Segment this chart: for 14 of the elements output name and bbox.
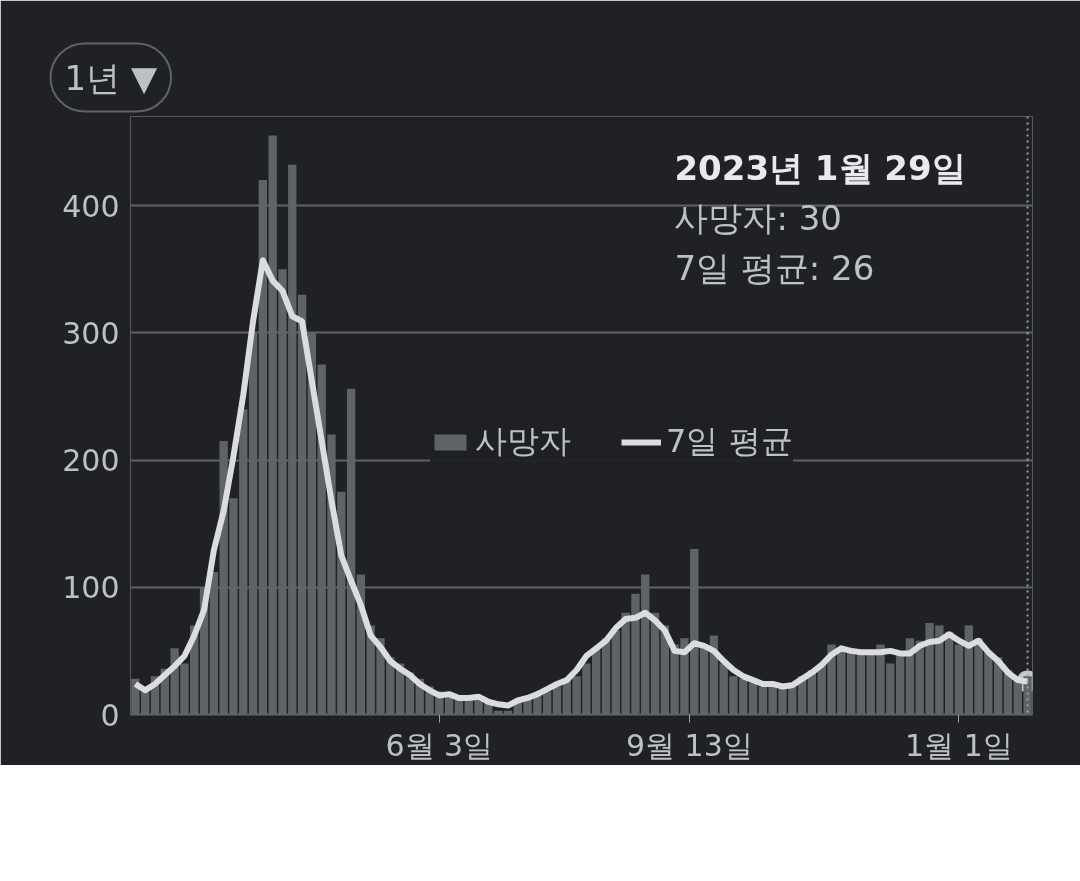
y-tick-label: 0	[100, 697, 120, 733]
text: 1년 ▼	[64, 57, 158, 98]
legend-label: 7일 평균	[666, 421, 793, 462]
x-tick-label: 9월 13일	[625, 727, 753, 763]
annotation: 2023년 1월 29일	[674, 148, 966, 189]
y-tick-label: 100	[62, 570, 120, 606]
legend-label: 사망자	[475, 421, 571, 462]
x-tick-label: 6월 3일	[385, 727, 494, 763]
annotation: 7일 평균: 26	[674, 247, 875, 288]
y-tick-label: 300	[62, 315, 120, 351]
y-tick-label: 200	[62, 443, 120, 479]
y-tick-label: 400	[62, 188, 120, 224]
x-tick-label: 1월 1일	[905, 727, 1013, 763]
annotation: 사망자: 30	[674, 197, 842, 238]
